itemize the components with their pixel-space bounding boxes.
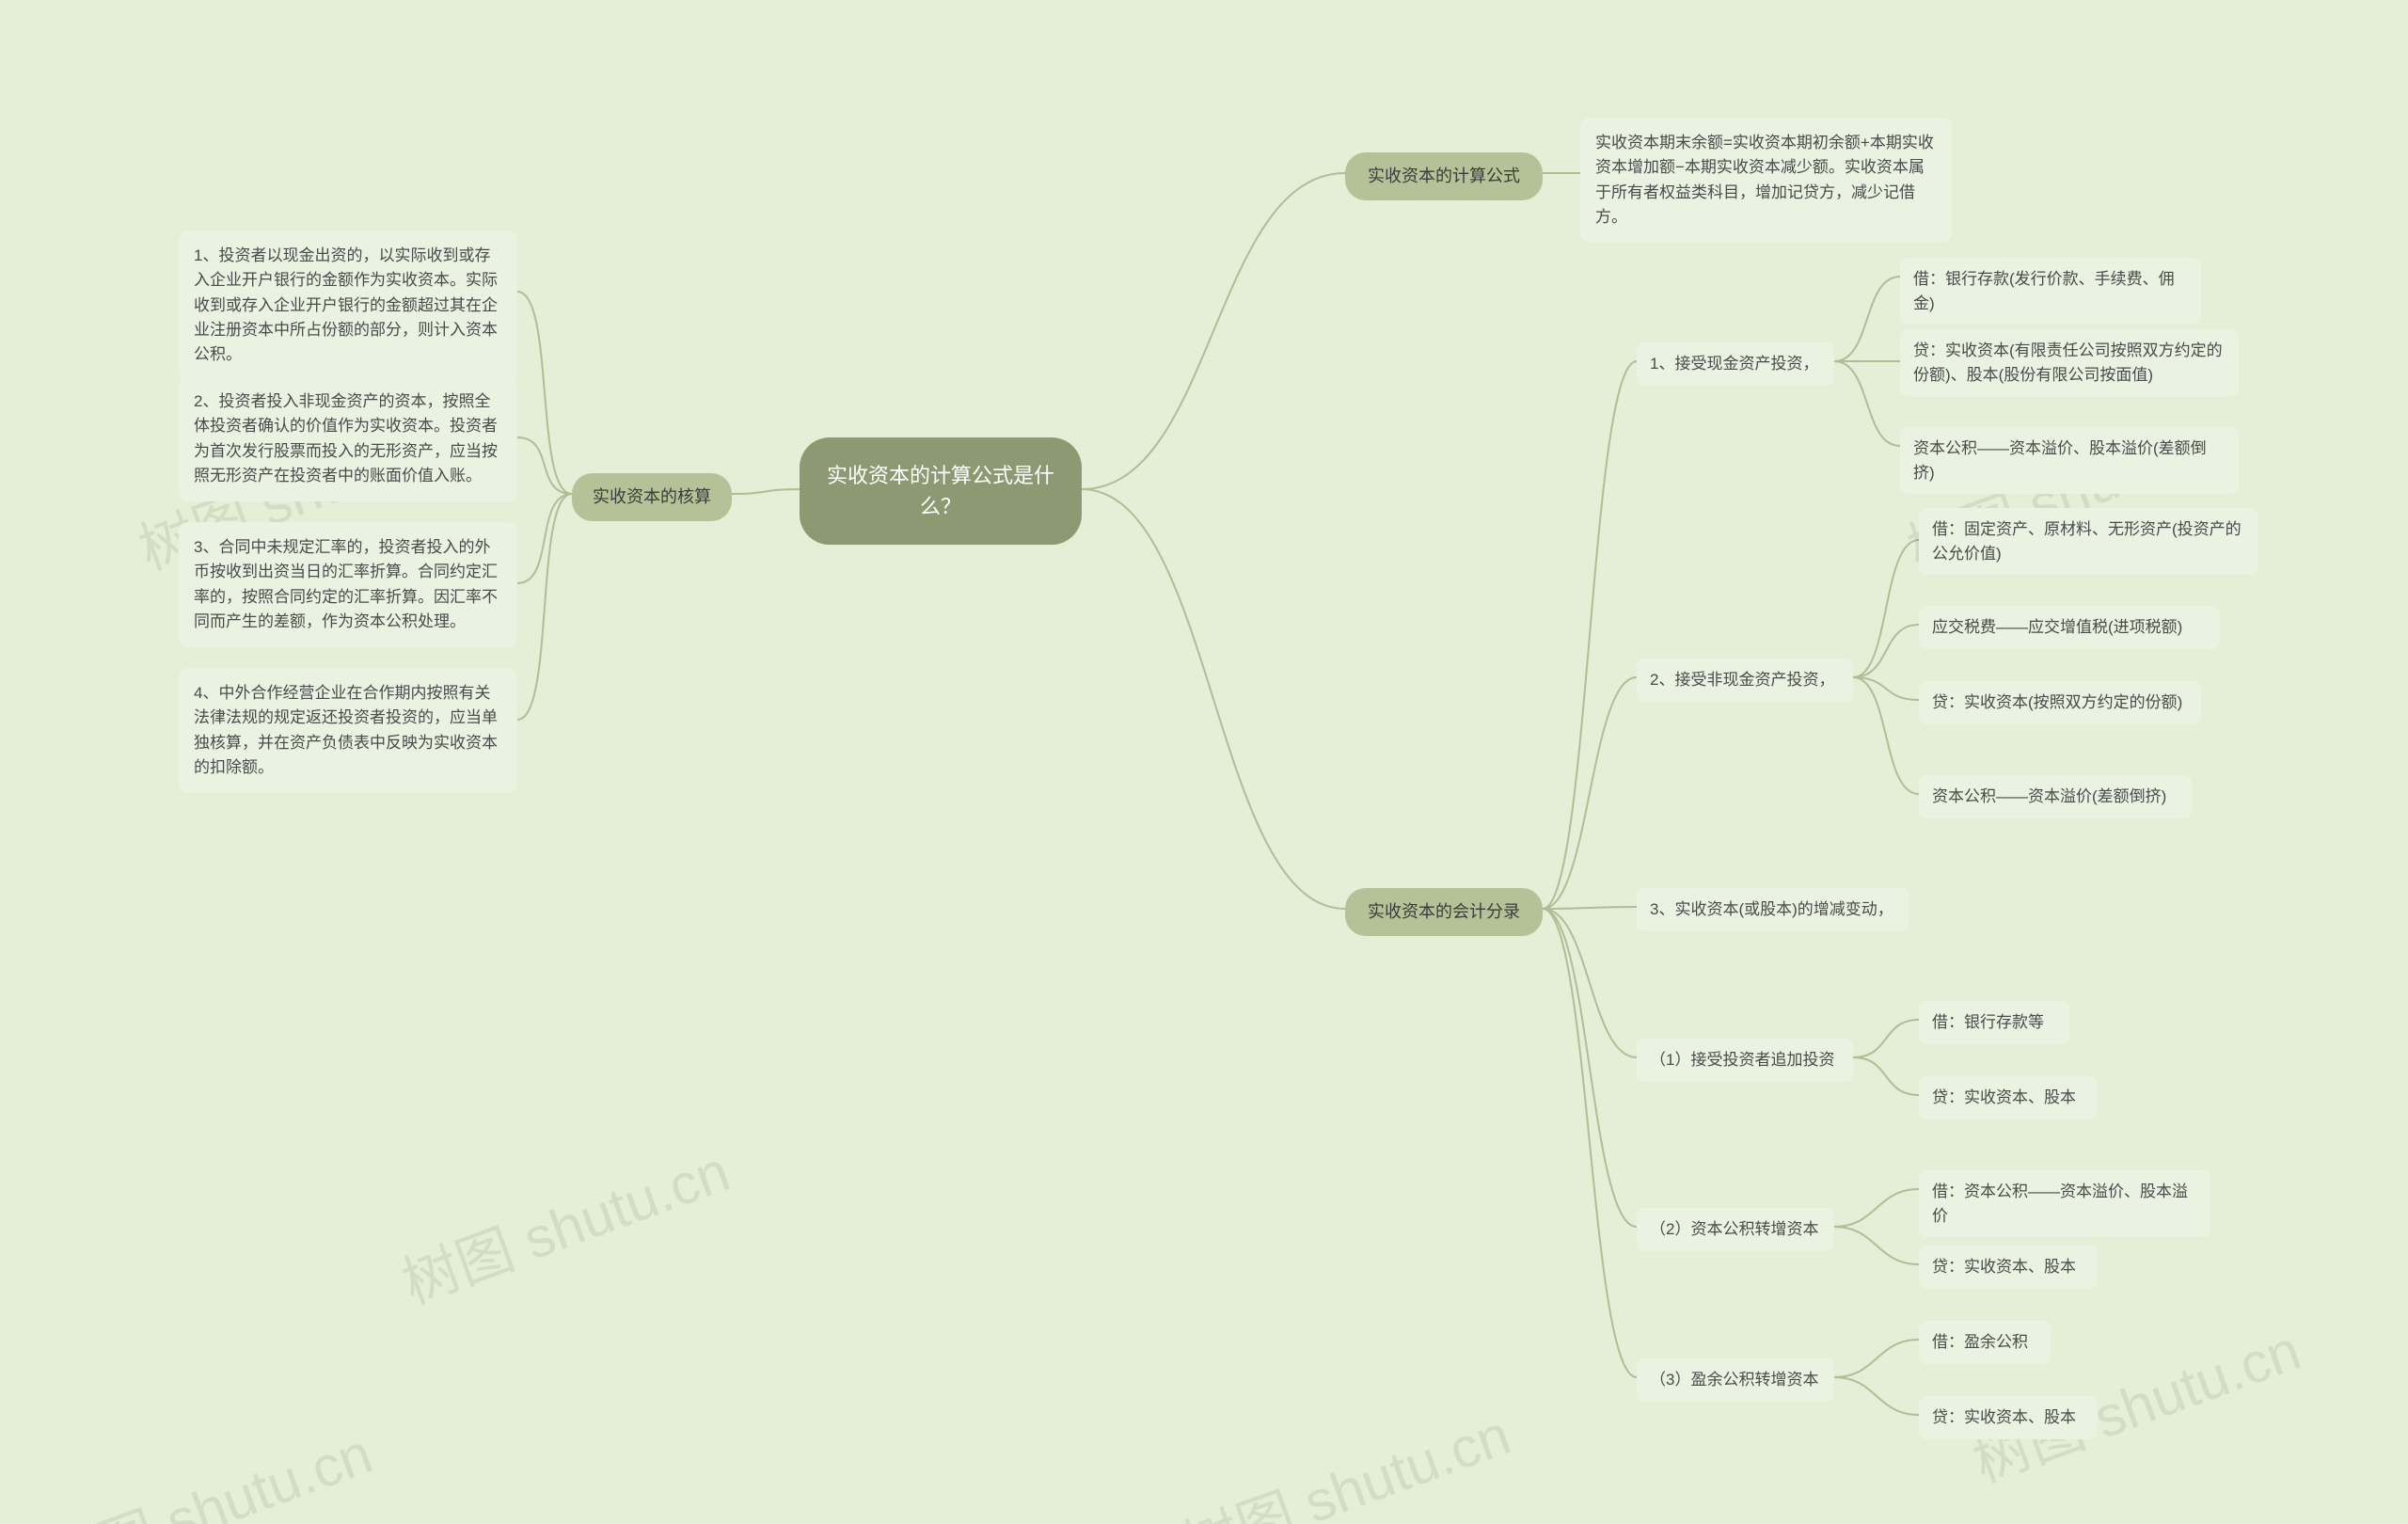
node-r2_s1c: 资本公积——资本溢价、股本溢价(差额倒挤) xyxy=(1900,427,2239,494)
node-r2_b: 实收资本的会计分录 xyxy=(1345,888,1543,936)
node-l4: 4、中外合作经营企业在合作期内按照有关法律法规的规定返还投资者投资的，应当单独核… xyxy=(179,668,517,793)
node-r2_s2: 2、接受非现金资产投资， xyxy=(1637,659,1853,702)
connector xyxy=(1853,677,1919,700)
connector xyxy=(1543,361,1637,909)
node-r2_s4: （1）接受投资者追加投资 xyxy=(1637,1039,1853,1082)
node-r2_s5b: 贷：实收资本、股本 xyxy=(1919,1246,2098,1289)
connector xyxy=(1853,540,1919,677)
connector xyxy=(732,489,800,494)
node-r2_s4a: 借：银行存款等 xyxy=(1919,1001,2069,1044)
connector xyxy=(1082,489,1345,909)
node-root: 实收资本的计算公式是什么？ xyxy=(800,437,1082,545)
node-left_b: 实收资本的核算 xyxy=(572,473,732,521)
connector xyxy=(1834,361,1900,446)
node-r1_b: 实收资本的计算公式 xyxy=(1345,152,1543,200)
node-r2_s2b: 应交税费——应交增值税(进项税额) xyxy=(1919,606,2220,649)
node-r2_s6a: 借：盈余公积 xyxy=(1919,1321,2051,1364)
node-r2_s2c: 贷：实收资本(按照双方约定的份额) xyxy=(1919,681,2201,724)
node-l3: 3、合同中未规定汇率的，投资者投入的外币按收到出资当日的汇率折算。合同约定汇率的… xyxy=(179,522,517,647)
node-r2_s6b: 贷：实收资本、股本 xyxy=(1919,1396,2098,1439)
connector xyxy=(517,437,572,494)
connector xyxy=(1543,909,1637,1227)
node-l2: 2、投资者投入非现金资产的资本，按照全体投资者确认的价值作为实收资本。投资者为首… xyxy=(179,376,517,501)
connector xyxy=(1834,1377,1919,1415)
connector xyxy=(1834,1340,1919,1377)
node-r2_s5: （2）资本公积转增资本 xyxy=(1637,1208,1834,1251)
connector xyxy=(517,494,572,583)
connector xyxy=(1853,625,1919,677)
node-r2_s5a: 借：资本公积——资本溢价、股本溢价 xyxy=(1919,1170,2210,1237)
connector xyxy=(1853,1020,1919,1057)
watermark: 树图 shutu.cn xyxy=(389,1126,738,1320)
watermark: 树图 shutu.cn xyxy=(1170,1389,1519,1524)
node-r2_s2d: 资本公积——资本溢价(差额倒挤) xyxy=(1919,775,2192,818)
node-r2_s1b: 贷：实收资本(有限责任公司按照双方约定的份额)、股本(股份有限公司按面值) xyxy=(1900,329,2239,396)
node-r2_s1a: 借：银行存款(发行价款、手续费、佣金) xyxy=(1900,258,2201,325)
connector xyxy=(1834,277,1900,361)
connector xyxy=(1853,677,1919,794)
node-r2_s4b: 贷：实收资本、股本 xyxy=(1919,1076,2098,1119)
connector xyxy=(1834,1227,1919,1264)
node-r2_s1: 1、接受现金资产投资， xyxy=(1637,342,1834,386)
connector xyxy=(1543,677,1637,909)
watermark: 树图 shutu.cn xyxy=(32,1408,381,1524)
connector xyxy=(1834,1189,1919,1227)
node-l1: 1、投资者以现金出资的，以实际收到或存入企业开户银行的金额作为实收资本。实际收到… xyxy=(179,230,517,381)
connector xyxy=(1543,909,1637,1057)
node-r1_leaf: 实收资本期末余额=实收资本期初余额+本期实收资本增加额−本期实收资本减少额。实收… xyxy=(1580,118,1952,243)
node-r2_s2a: 借：固定资产、原材料、无形资产(投资产的公允价值) xyxy=(1919,508,2258,575)
connector xyxy=(517,494,572,720)
mindmap-canvas: 树图 shutu.cn树图 shutu.cn树图 shutu.cn树图 shut… xyxy=(0,0,2408,1524)
connector xyxy=(1543,909,1637,1377)
connector xyxy=(517,292,572,494)
connector xyxy=(1543,907,1637,909)
connector xyxy=(1853,1057,1919,1095)
node-r2_s6: （3）盈余公积转增资本 xyxy=(1637,1358,1834,1402)
node-r2_s3: 3、实收资本(或股本)的增减变动， xyxy=(1637,888,1909,931)
connector xyxy=(1082,173,1345,489)
